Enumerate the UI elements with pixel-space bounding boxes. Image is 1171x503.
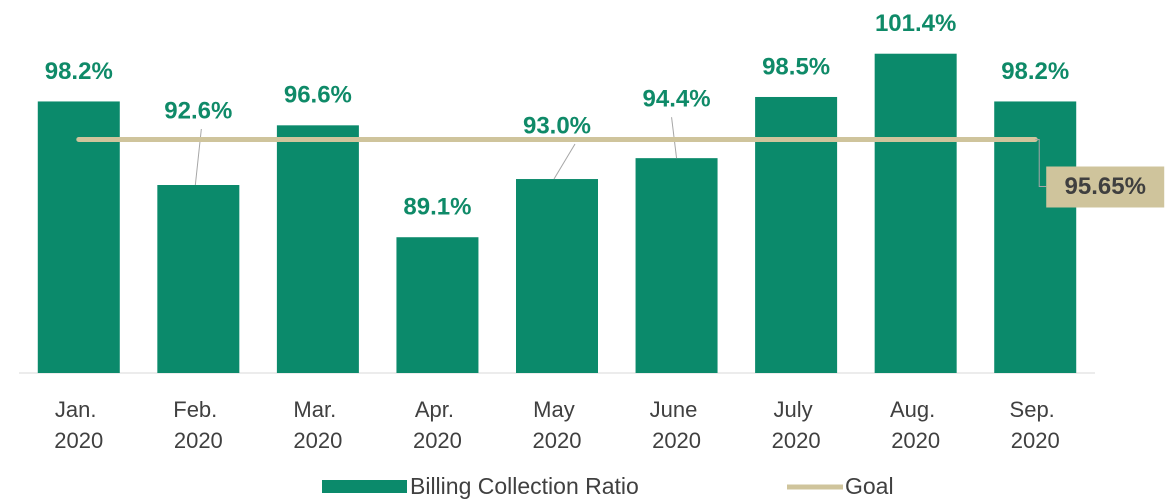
- bar: [157, 185, 240, 373]
- x-tick-label-line: 2020: [891, 428, 940, 453]
- bar: [516, 179, 598, 373]
- x-tick-label-line: 2020: [174, 428, 223, 453]
- x-tick-label: Jan. 2020: [54, 397, 103, 453]
- bar: [635, 158, 718, 373]
- leader-line: [553, 143, 576, 180]
- x-tick-label: July 2020: [772, 397, 821, 453]
- x-tick-label: June 2020: [650, 397, 704, 453]
- data-label: 101.4%: [875, 10, 956, 37]
- x-tick-label-line: Apr.: [415, 397, 460, 422]
- x-tick-label-line: 2020: [652, 428, 701, 453]
- x-tick-label-line: Sep.: [1010, 397, 1061, 422]
- x-tick-label: Sep. 2020: [1010, 397, 1061, 453]
- goal-label-box: [1046, 166, 1165, 208]
- x-tick-label-line: 2020: [413, 428, 462, 453]
- bar: [874, 53, 957, 373]
- bar: [755, 96, 838, 373]
- legend-label: Billing Collection Ratio: [410, 473, 639, 499]
- legend-label: Goal: [845, 473, 894, 499]
- x-tick-label-line: Jan.: [55, 397, 103, 422]
- x-tick-label-line: 2020: [533, 428, 582, 453]
- legend-swatch: [322, 480, 407, 493]
- x-tick-label-line: 2020: [54, 428, 103, 453]
- data-label: 93.0%: [523, 112, 591, 139]
- x-tick-label-line: 2020: [1011, 428, 1060, 453]
- data-label: 98.2%: [1001, 58, 1069, 85]
- x-tick-label-line: 2020: [772, 428, 821, 453]
- data-label: 98.5%: [762, 53, 830, 80]
- data-label: 92.6%: [164, 97, 232, 124]
- goal-label: 95.65%: [1065, 173, 1146, 200]
- data-label: 89.1%: [403, 194, 471, 221]
- bar: [396, 237, 479, 373]
- x-tick-label-line: Mar.: [293, 397, 342, 422]
- data-label: 94.4%: [643, 85, 711, 112]
- data-label: 98.2%: [45, 58, 113, 85]
- x-tick-label: May 2020: [533, 397, 582, 453]
- bar: [276, 125, 359, 373]
- bar: [37, 101, 120, 374]
- x-tick-label: Feb. 2020: [173, 397, 223, 453]
- x-tick-label: Apr. 2020: [413, 397, 462, 453]
- x-tick-label-line: June: [650, 397, 704, 422]
- bar: [994, 101, 1077, 374]
- x-tick-label-line: July: [773, 397, 818, 422]
- x-tick-label-line: 2020: [293, 428, 342, 453]
- x-tick-label-line: Feb.: [173, 397, 223, 422]
- data-label: 96.6%: [284, 82, 352, 109]
- x-tick-label-line: May: [533, 397, 581, 422]
- x-tick-label-line: Aug.: [890, 397, 941, 422]
- x-tick-label: Aug. 2020: [890, 397, 941, 453]
- leader-line: [1035, 139, 1047, 188]
- x-tick-label: Mar. 2020: [293, 397, 342, 453]
